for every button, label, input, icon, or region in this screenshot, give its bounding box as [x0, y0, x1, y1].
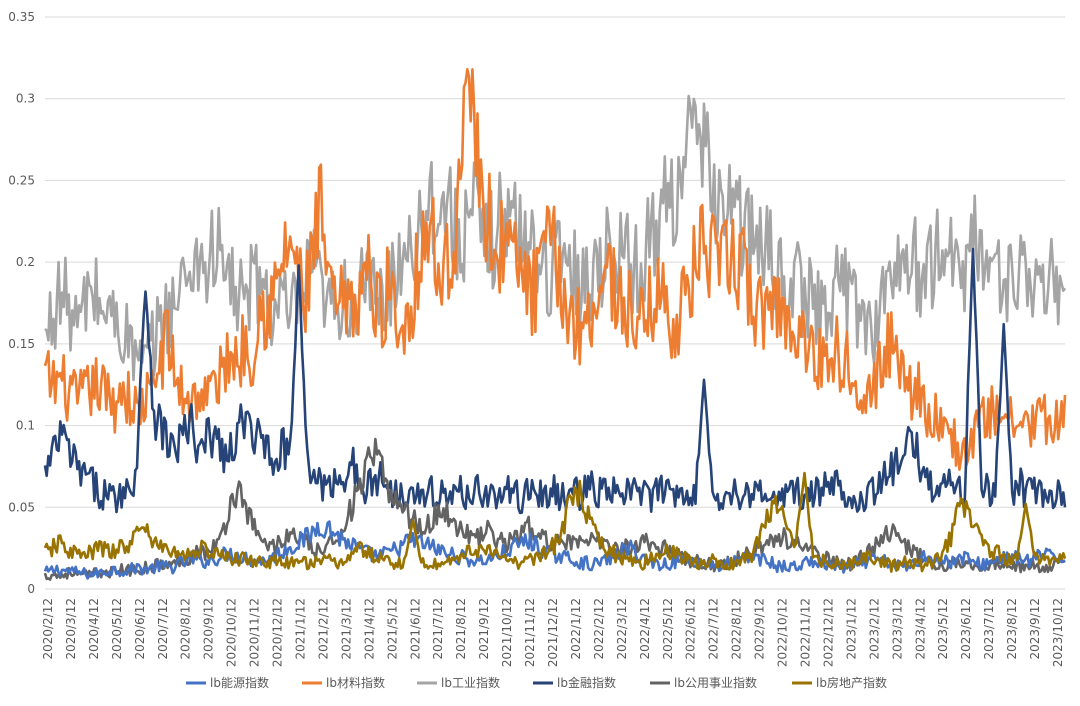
legend-label: lb金融指数 — [557, 675, 616, 690]
x-tick-label: 2022/8/12 — [730, 598, 744, 660]
x-tick-label: 2022/1/12 — [569, 598, 583, 660]
x-tick-label: 2022/5/12 — [661, 598, 675, 660]
y-axis-ticks: 0 0.05 0.1 0.15 0.2 0.25 0.3 0.35 — [8, 10, 35, 596]
x-tick-label: 2022/3/12 — [615, 598, 629, 660]
x-tick-label: 2022/11/12 — [799, 598, 813, 667]
x-tick-label: 2021/11/12 — [523, 598, 537, 667]
x-tick-label: 2023/3/12 — [890, 598, 904, 660]
x-tick-label: 2021/3/12 — [339, 598, 353, 660]
legend-label: lb公用事业指数 — [674, 675, 757, 690]
x-axis-ticks: 2020/2/12 2020/3/12 2020/4/12 2020/5/12 2020… — [41, 598, 1065, 667]
x-tick-label: 2021/5/12 — [385, 598, 399, 660]
x-tick-label: 2023/9/12 — [1028, 598, 1042, 660]
x-tick-label: 2023/5/12 — [936, 598, 950, 660]
series-lines — [43, 68, 1067, 581]
y-tick-label: 0.35 — [8, 10, 35, 24]
x-tick-label: 2021/9/12 — [477, 598, 491, 660]
x-tick-label: 2023/8/12 — [1005, 598, 1019, 660]
x-tick-label: 2023/2/12 — [867, 598, 881, 660]
legend-label: lb工业指数 — [441, 675, 500, 690]
x-tick-label: 2023/6/12 — [959, 598, 973, 660]
x-tick-label: 2020/6/12 — [133, 598, 147, 660]
x-tick-label: 2021/2/12 — [316, 598, 330, 660]
x-tick-label: 2022/2/12 — [592, 598, 606, 660]
y-tick-label: 0.15 — [8, 337, 35, 351]
y-tick-label: 0.1 — [16, 419, 35, 433]
series-line — [43, 471, 1067, 573]
legend: lb能源指数 lb材料指数 lb工业指数 lb金融指数 lb公用事业指数 lb房地产指数 — [186, 675, 887, 690]
legend-label: lb能源指数 — [210, 675, 269, 690]
y-tick-label: 0.05 — [8, 500, 35, 514]
y-tick-label: 0.2 — [16, 255, 35, 269]
series-line — [43, 247, 1067, 515]
x-tick-label: 2022/12/12 — [821, 598, 835, 667]
x-tick-label: 2020/12/12 — [271, 598, 285, 667]
x-tick-label: 2020/10/12 — [225, 598, 239, 667]
y-tick-label: 0 — [27, 582, 35, 596]
x-tick-label: 2022/6/12 — [684, 598, 698, 660]
x-tick-label: 2020/2/12 — [41, 598, 55, 660]
x-tick-label: 2020/8/12 — [179, 598, 193, 660]
x-tick-label: 2022/7/12 — [707, 598, 721, 660]
x-tick-label: 2020/3/12 — [64, 598, 78, 660]
x-tick-label: 2020/4/12 — [87, 598, 101, 660]
x-tick-label: 2021/4/12 — [362, 598, 376, 660]
x-tick-label: 2021/7/12 — [431, 598, 445, 660]
x-tick-label: 2021/1/12 — [294, 598, 308, 660]
y-tick-label: 0.25 — [8, 173, 35, 187]
x-tick-label: 2020/11/12 — [248, 598, 262, 667]
x-tick-label: 2021/12/12 — [546, 598, 560, 667]
x-tick-label: 2020/9/12 — [202, 598, 216, 660]
x-tick-label: 2023/1/12 — [844, 598, 858, 660]
y-tick-label: 0.3 — [16, 92, 35, 106]
x-tick-label: 2023/10/12 — [1051, 598, 1065, 667]
series-line — [43, 68, 1067, 471]
x-tick-label: 2023/7/12 — [982, 598, 996, 660]
x-tick-label: 2021/6/12 — [408, 598, 422, 660]
x-tick-label: 2020/7/12 — [156, 598, 170, 660]
x-tick-label: 2022/4/12 — [638, 598, 652, 660]
legend-label: lb材料指数 — [326, 675, 385, 690]
x-tick-label: 2020/5/12 — [110, 598, 124, 660]
x-tick-label: 2022/9/12 — [753, 598, 767, 660]
x-tick-label: 2022/10/12 — [776, 598, 790, 667]
x-tick-label: 2021/10/12 — [500, 598, 514, 667]
x-tick-label: 2021/8/12 — [454, 598, 468, 660]
legend-label: lb房地产指数 — [816, 675, 887, 690]
x-tick-label: 2023/4/12 — [913, 598, 927, 660]
